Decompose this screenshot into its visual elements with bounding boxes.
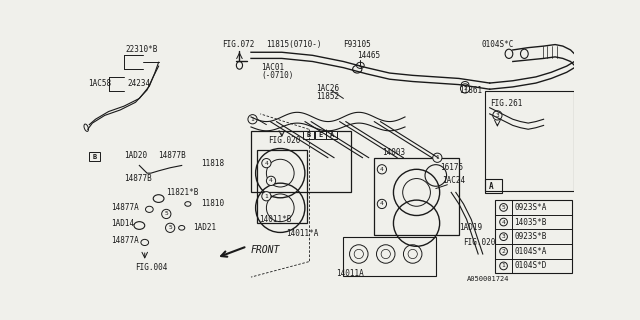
Text: B: B — [307, 132, 310, 139]
Bar — [90, 152, 100, 161]
Circle shape — [162, 209, 171, 219]
Text: 3: 3 — [502, 234, 506, 239]
Text: 14011A: 14011A — [336, 269, 364, 278]
Bar — [485, 179, 502, 193]
Circle shape — [500, 247, 508, 255]
Text: FRONT: FRONT — [251, 245, 280, 255]
Text: 14035*B: 14035*B — [515, 218, 547, 227]
Bar — [495, 200, 572, 273]
Text: 14011*A: 14011*A — [285, 229, 318, 238]
Text: FIG.020: FIG.020 — [463, 238, 495, 247]
Circle shape — [378, 199, 387, 209]
Text: 11852: 11852 — [316, 92, 340, 101]
Text: FIG.072: FIG.072 — [223, 40, 255, 49]
Text: 14003: 14003 — [382, 148, 405, 157]
Text: A: A — [489, 182, 493, 191]
Circle shape — [433, 153, 442, 162]
Bar — [251, 131, 351, 192]
Circle shape — [493, 111, 502, 120]
Bar — [315, 131, 326, 139]
Bar — [374, 158, 459, 235]
Text: 1AD20: 1AD20 — [124, 151, 147, 160]
Text: 2: 2 — [463, 86, 467, 91]
Text: 1AD21: 1AD21 — [193, 223, 216, 232]
Text: 0923S*A: 0923S*A — [515, 203, 547, 212]
Text: 1: 1 — [264, 194, 268, 199]
Text: 11810: 11810 — [201, 199, 224, 208]
Text: 11818: 11818 — [201, 159, 224, 168]
Text: 14877A: 14877A — [111, 236, 139, 245]
Text: 3: 3 — [495, 113, 499, 118]
Text: 11861: 11861 — [459, 86, 482, 95]
Circle shape — [266, 176, 276, 186]
Text: E: E — [318, 132, 323, 139]
Text: 1: 1 — [435, 155, 439, 160]
Text: 1AC01: 1AC01 — [261, 63, 284, 72]
Text: 16175: 16175 — [440, 163, 463, 172]
Text: 1: 1 — [502, 263, 506, 268]
Circle shape — [500, 218, 508, 226]
Text: 22310*B: 22310*B — [125, 45, 158, 54]
Circle shape — [378, 165, 387, 174]
Bar — [326, 131, 337, 139]
Text: 1AC26: 1AC26 — [316, 84, 340, 93]
Circle shape — [500, 204, 508, 211]
Text: 0923S*B: 0923S*B — [515, 232, 547, 241]
Text: 2: 2 — [502, 249, 506, 254]
Text: 4: 4 — [380, 167, 384, 172]
Text: 4: 4 — [264, 161, 268, 166]
Text: FIG.261: FIG.261 — [490, 99, 522, 108]
Text: 5: 5 — [164, 212, 168, 216]
Bar — [485, 91, 575, 191]
Circle shape — [262, 158, 271, 168]
Text: 14011*B: 14011*B — [259, 215, 291, 224]
Text: FIG.020: FIG.020 — [268, 136, 300, 145]
Text: A: A — [330, 132, 334, 139]
Text: B: B — [92, 154, 97, 160]
Text: 4: 4 — [502, 220, 506, 225]
Bar — [257, 150, 307, 223]
Bar — [344, 237, 436, 276]
Circle shape — [166, 223, 175, 232]
Text: 14465: 14465 — [357, 51, 380, 60]
Circle shape — [262, 192, 271, 201]
Circle shape — [500, 262, 508, 270]
Text: 1AC58: 1AC58 — [88, 79, 111, 88]
Text: 0104S*C: 0104S*C — [482, 40, 515, 49]
Circle shape — [248, 115, 257, 124]
Text: F93105: F93105 — [344, 40, 371, 49]
Text: 11821*B: 11821*B — [166, 188, 198, 197]
Text: FIG.004: FIG.004 — [136, 263, 168, 272]
Text: 5: 5 — [168, 225, 172, 230]
Text: 1: 1 — [251, 117, 255, 122]
Text: 14877A: 14877A — [111, 203, 139, 212]
Bar — [303, 131, 314, 139]
Circle shape — [460, 84, 470, 93]
Text: 1AC24: 1AC24 — [442, 176, 465, 185]
Text: A050001724: A050001724 — [467, 276, 509, 283]
Text: 4: 4 — [380, 202, 384, 206]
Text: 4: 4 — [269, 178, 273, 183]
Text: 14877B: 14877B — [159, 151, 186, 160]
Text: 1AD19: 1AD19 — [459, 222, 482, 232]
Text: 14877B: 14877B — [124, 174, 152, 183]
Circle shape — [500, 233, 508, 241]
Text: 1AD14: 1AD14 — [111, 219, 134, 228]
Text: (-0710): (-0710) — [261, 71, 293, 80]
Text: 0104S*A: 0104S*A — [515, 247, 547, 256]
Text: 11815(0710-): 11815(0710-) — [266, 40, 322, 49]
Text: 24234: 24234 — [128, 79, 151, 88]
Text: 0104S*D: 0104S*D — [515, 261, 547, 270]
Text: 5: 5 — [502, 205, 506, 210]
